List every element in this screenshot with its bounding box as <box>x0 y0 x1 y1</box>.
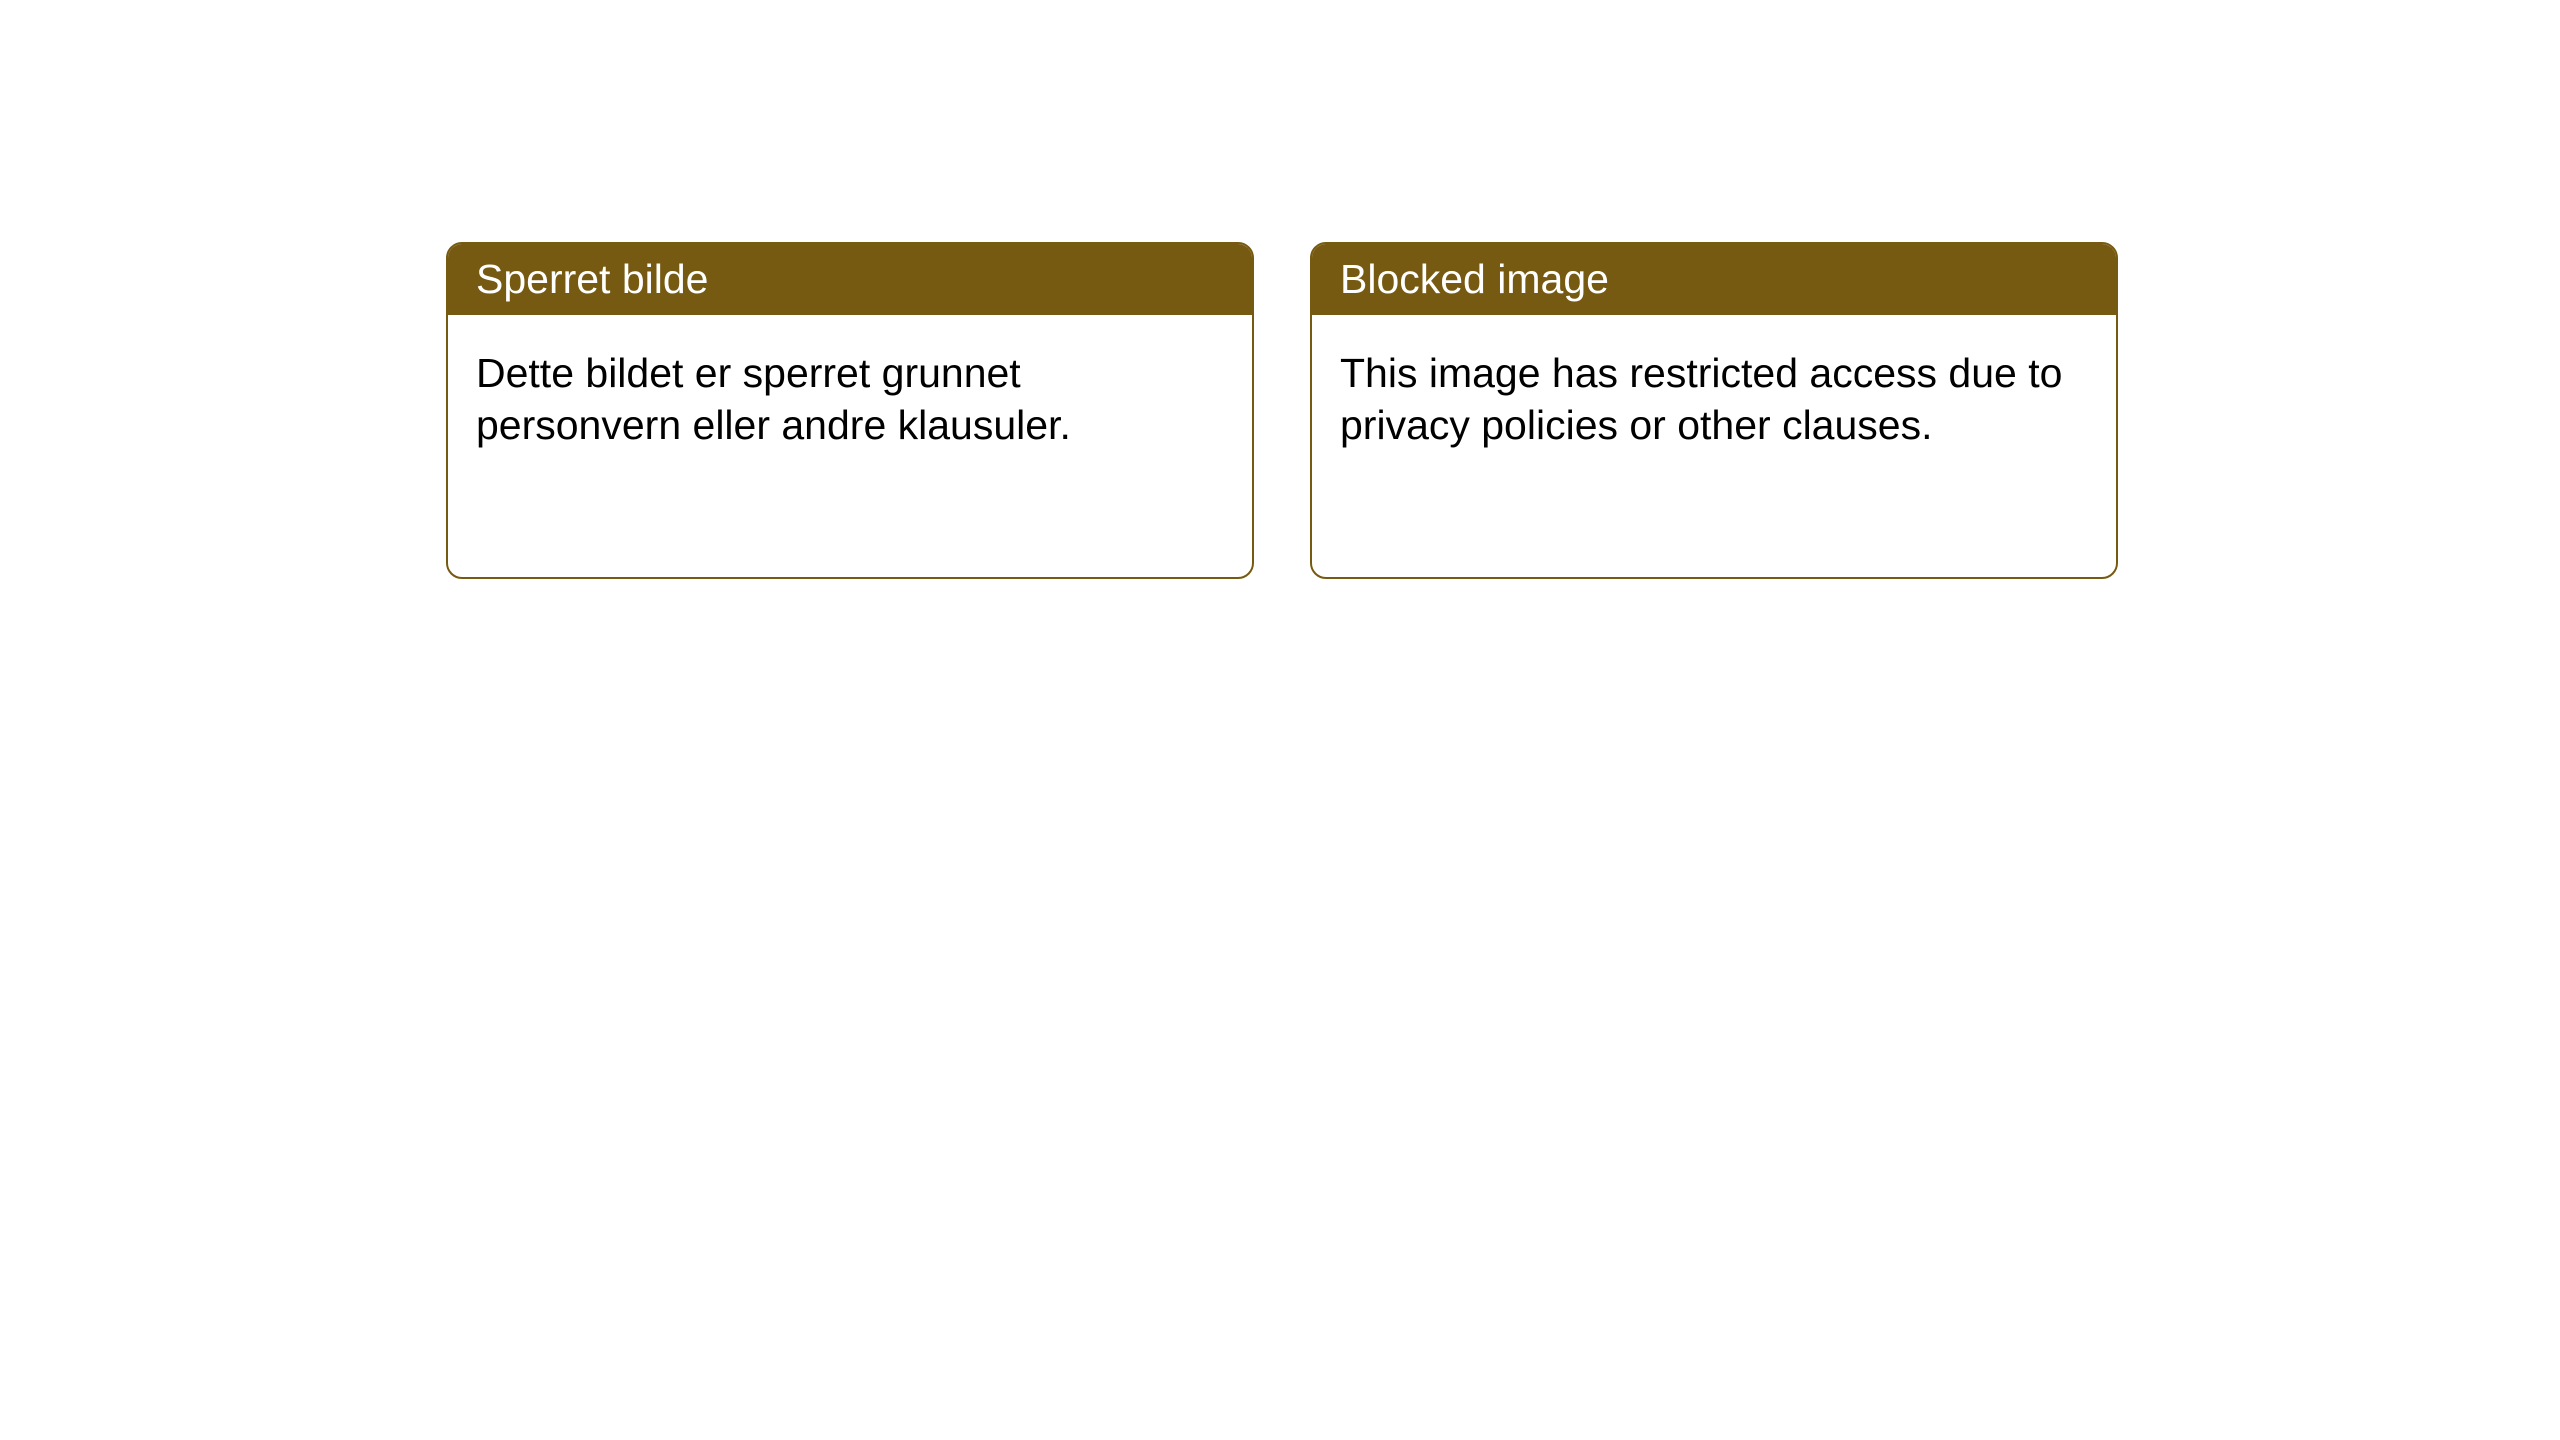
card-english: Blocked image This image has restricted … <box>1310 242 2118 579</box>
card-body-text: This image has restricted access due to … <box>1340 350 2062 448</box>
card-body-text: Dette bildet er sperret grunnet personve… <box>476 350 1071 448</box>
card-title: Sperret bilde <box>476 256 708 302</box>
card-body: Dette bildet er sperret grunnet personve… <box>448 315 1252 484</box>
card-body: This image has restricted access due to … <box>1312 315 2116 484</box>
card-norwegian: Sperret bilde Dette bildet er sperret gr… <box>446 242 1254 579</box>
card-header: Sperret bilde <box>448 244 1252 315</box>
card-header: Blocked image <box>1312 244 2116 315</box>
card-title: Blocked image <box>1340 256 1609 302</box>
cards-container: Sperret bilde Dette bildet er sperret gr… <box>446 242 2560 579</box>
